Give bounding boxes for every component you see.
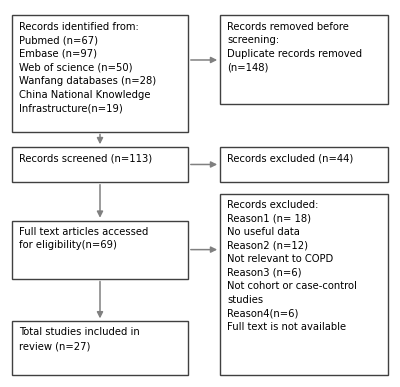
Text: Records screened (n=113): Records screened (n=113) [19,153,152,163]
Text: Full text articles accessed
for eligibility(n=69): Full text articles accessed for eligibil… [19,227,148,250]
Text: Records removed before
screening:
Duplicate records removed
(n=148): Records removed before screening: Duplic… [227,22,362,72]
FancyBboxPatch shape [220,15,388,104]
FancyBboxPatch shape [220,147,388,182]
FancyBboxPatch shape [12,15,188,132]
FancyBboxPatch shape [12,321,188,375]
Text: Records excluded:
Reason1 (n= 18)
No useful data
Reason2 (n=12)
Not relevant to : Records excluded: Reason1 (n= 18) No use… [227,200,357,332]
FancyBboxPatch shape [12,147,188,182]
Text: Records identified from:
Pubmed (n=67)
Embase (n=97)
Web of science (n=50)
Wanfa: Records identified from: Pubmed (n=67) E… [19,22,156,113]
Text: Records excluded (n=44): Records excluded (n=44) [227,153,354,163]
FancyBboxPatch shape [220,194,388,375]
Text: Total studies included in
review (n=27): Total studies included in review (n=27) [19,327,140,351]
FancyBboxPatch shape [12,221,188,279]
